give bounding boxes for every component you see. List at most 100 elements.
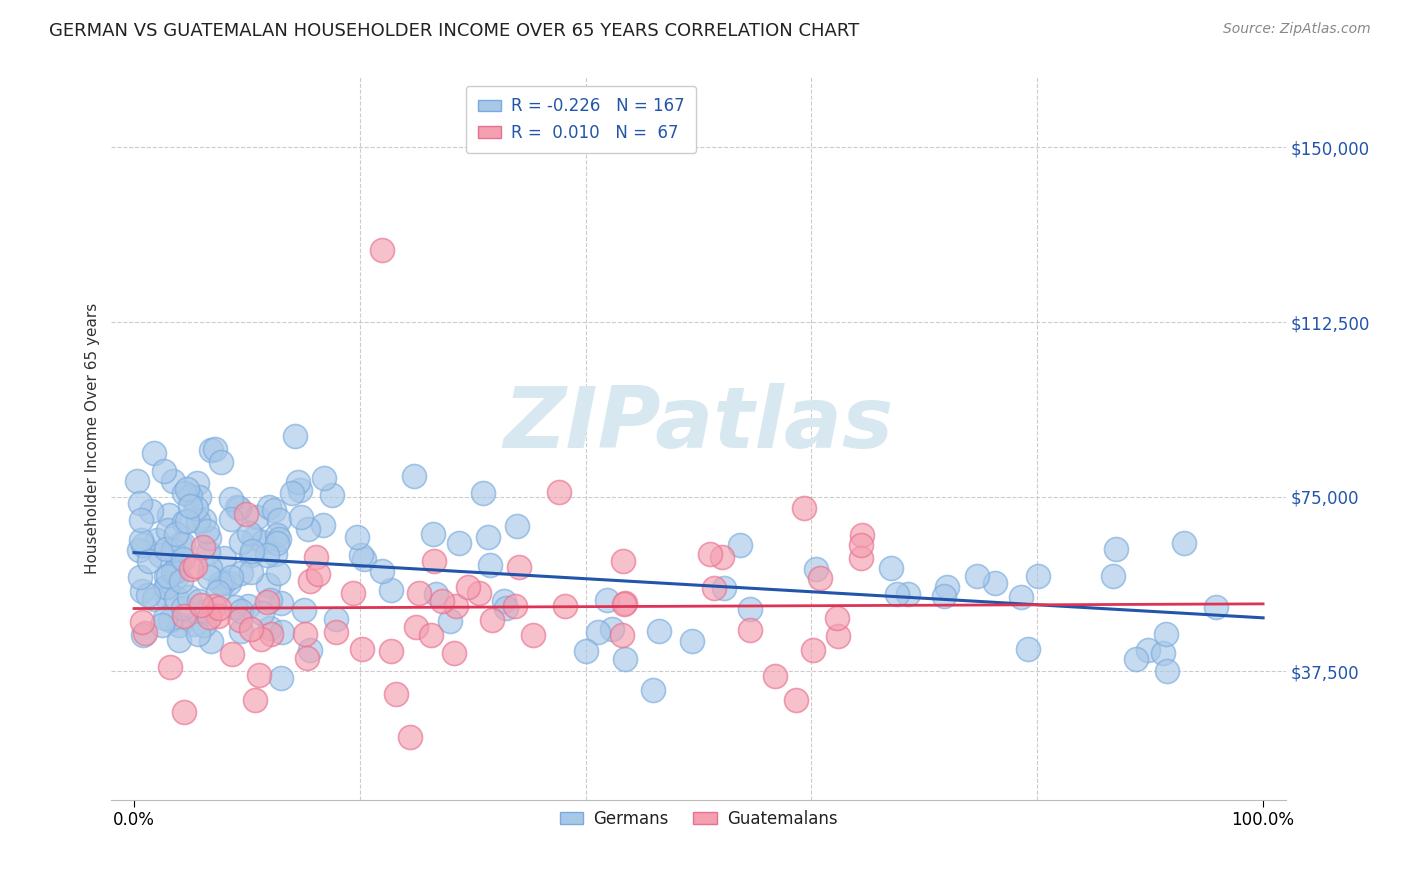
Point (159, 613, 181, 627)
Point (851, 538, 873, 552)
Point (447, 536, 470, 550)
Point (172, 600, 194, 615)
Text: ZIPatlas: ZIPatlas (503, 383, 894, 466)
Point (166, 556, 188, 570)
Point (198, 561, 221, 575)
Point (162, 565, 184, 579)
Point (180, 562, 202, 576)
Point (596, 592, 619, 607)
Point (305, 549, 328, 564)
Point (131, 628, 153, 642)
Point (371, 564, 394, 578)
Point (408, 586, 430, 600)
Point (195, 524, 218, 538)
Point (134, 626, 156, 640)
Point (165, 564, 187, 578)
Point (155, 569, 177, 583)
Point (298, 574, 321, 589)
Point (150, 617, 173, 632)
Point (713, 581, 735, 595)
Point (225, 500, 247, 515)
Point (219, 570, 242, 584)
Point (267, 532, 290, 546)
Point (143, 445, 166, 459)
Point (292, 603, 315, 617)
Point (141, 504, 163, 518)
Point (405, 620, 427, 634)
Point (159, 660, 181, 674)
Point (503, 599, 526, 614)
Point (267, 566, 290, 581)
Point (157, 568, 180, 582)
Point (266, 528, 288, 542)
Point (1154, 627, 1177, 641)
Point (1026, 569, 1049, 583)
Point (710, 549, 733, 564)
Point (346, 530, 368, 544)
Point (240, 549, 263, 563)
Point (169, 536, 191, 550)
Point (155, 542, 177, 557)
Point (880, 560, 903, 574)
Point (208, 575, 231, 590)
Point (229, 535, 252, 549)
Legend: Germans, Guatemalans: Germans, Guatemalans (553, 803, 844, 835)
Text: Source: ZipAtlas.com: Source: ZipAtlas.com (1223, 22, 1371, 37)
Point (897, 587, 920, 601)
Point (155, 580, 177, 594)
Point (212, 575, 235, 590)
Point (129, 570, 152, 584)
Point (247, 667, 270, 681)
Point (288, 483, 311, 497)
Point (380, 582, 402, 597)
Point (176, 514, 198, 528)
Point (204, 442, 226, 457)
Point (325, 625, 347, 640)
Point (297, 651, 319, 665)
Point (380, 644, 402, 658)
Point (183, 616, 205, 631)
Point (353, 552, 375, 566)
Y-axis label: Householder Income Over 65 years: Householder Income Over 65 years (86, 303, 100, 574)
Point (132, 538, 155, 552)
Point (191, 540, 214, 554)
Point (422, 527, 444, 541)
Point (763, 669, 786, 683)
Point (250, 632, 273, 647)
Point (142, 592, 165, 607)
Point (260, 627, 283, 641)
Point (186, 475, 208, 490)
Point (228, 501, 250, 516)
Point (270, 672, 292, 686)
Point (128, 543, 150, 558)
Point (197, 544, 219, 558)
Point (294, 627, 316, 641)
Point (495, 601, 517, 615)
Point (1136, 643, 1159, 657)
Point (385, 687, 408, 701)
Point (1173, 536, 1195, 550)
Point (125, 474, 148, 488)
Point (172, 551, 194, 566)
Point (793, 500, 815, 515)
Point (471, 486, 494, 500)
Point (252, 534, 274, 549)
Point (246, 510, 269, 524)
Point (208, 601, 231, 615)
Point (188, 593, 211, 607)
Point (198, 570, 221, 584)
Point (402, 469, 425, 483)
Point (190, 598, 212, 612)
Point (479, 558, 502, 573)
Point (257, 500, 280, 515)
Point (187, 514, 209, 528)
Point (613, 598, 636, 612)
Point (229, 613, 252, 627)
Point (1101, 569, 1123, 583)
Point (188, 490, 211, 504)
Point (647, 624, 669, 639)
Point (575, 644, 598, 658)
Point (238, 526, 260, 541)
Point (443, 646, 465, 660)
Point (508, 560, 530, 574)
